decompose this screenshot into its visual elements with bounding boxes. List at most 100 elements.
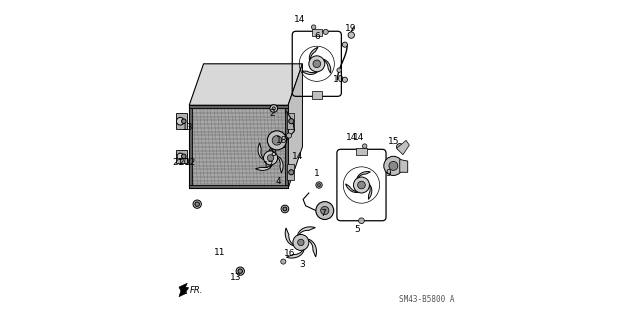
Text: 14: 14 [346,133,358,142]
Circle shape [293,234,309,250]
Polygon shape [177,113,187,129]
Polygon shape [189,105,288,188]
Circle shape [268,155,274,161]
Text: 17: 17 [263,161,275,170]
Text: 21: 21 [172,158,184,167]
Polygon shape [286,250,304,258]
Circle shape [281,205,289,213]
Polygon shape [312,91,321,99]
Circle shape [309,56,324,72]
Text: 16: 16 [284,249,296,258]
Circle shape [177,117,184,125]
Text: 2: 2 [269,109,275,118]
Circle shape [182,154,186,159]
Circle shape [342,77,348,82]
Polygon shape [179,283,189,297]
Polygon shape [356,148,367,155]
Circle shape [287,133,292,138]
Text: 18: 18 [276,136,287,145]
Polygon shape [312,29,321,36]
Polygon shape [285,228,294,246]
Polygon shape [287,164,294,180]
Text: FR.: FR. [190,286,204,295]
Circle shape [177,153,184,160]
Text: 7: 7 [320,209,326,218]
Text: 3: 3 [300,260,305,269]
Polygon shape [269,145,285,151]
Text: 14: 14 [292,152,303,161]
Circle shape [272,107,275,110]
Polygon shape [346,184,358,192]
Circle shape [236,267,244,275]
Circle shape [281,259,286,264]
Circle shape [342,42,348,47]
Polygon shape [287,113,294,129]
Polygon shape [400,160,408,172]
Circle shape [337,68,341,72]
Circle shape [270,105,278,112]
Polygon shape [323,59,331,73]
Text: 4: 4 [276,177,282,186]
Circle shape [317,183,321,187]
Text: 8: 8 [271,149,276,158]
Polygon shape [397,140,410,155]
Circle shape [193,200,202,208]
Circle shape [268,131,287,150]
Circle shape [389,161,398,170]
Circle shape [321,206,329,215]
Circle shape [238,269,243,273]
Polygon shape [357,172,371,178]
Text: SM43-B5800 A: SM43-B5800 A [399,295,454,304]
Circle shape [384,156,403,175]
Polygon shape [308,239,317,257]
Polygon shape [189,185,288,188]
Circle shape [272,136,282,145]
Circle shape [358,181,365,189]
Polygon shape [177,150,187,163]
Text: 13: 13 [182,123,193,132]
Text: 14: 14 [294,15,305,24]
Circle shape [397,144,403,150]
Text: 12: 12 [185,158,196,167]
Polygon shape [302,71,317,74]
Circle shape [195,202,200,206]
Text: 19: 19 [344,24,356,33]
Circle shape [316,182,322,188]
Text: 20: 20 [179,158,190,167]
Circle shape [358,218,364,224]
Text: 6: 6 [314,32,320,41]
Circle shape [283,207,287,211]
Polygon shape [189,105,288,108]
Circle shape [264,151,278,165]
Text: 5: 5 [354,225,360,234]
Circle shape [289,119,294,124]
Circle shape [182,119,186,123]
Text: 10: 10 [333,75,345,84]
Polygon shape [255,165,272,170]
Text: 9: 9 [386,169,392,178]
Circle shape [362,144,367,148]
Circle shape [313,60,321,68]
Circle shape [348,32,355,38]
Polygon shape [285,105,288,188]
Polygon shape [258,143,264,160]
Circle shape [298,239,304,246]
Polygon shape [189,105,193,188]
Circle shape [289,170,294,175]
Circle shape [353,177,369,193]
Polygon shape [369,184,372,199]
Text: 13: 13 [230,273,241,282]
Circle shape [316,202,333,219]
Polygon shape [189,147,303,188]
Polygon shape [189,64,303,105]
Text: 15: 15 [388,137,399,146]
Text: 11: 11 [214,248,225,256]
Polygon shape [288,64,303,188]
Polygon shape [298,227,316,235]
Circle shape [323,29,328,34]
Polygon shape [277,156,283,173]
Text: 14: 14 [353,133,364,142]
Polygon shape [309,47,318,60]
Text: 1: 1 [314,169,320,178]
Circle shape [312,25,316,29]
